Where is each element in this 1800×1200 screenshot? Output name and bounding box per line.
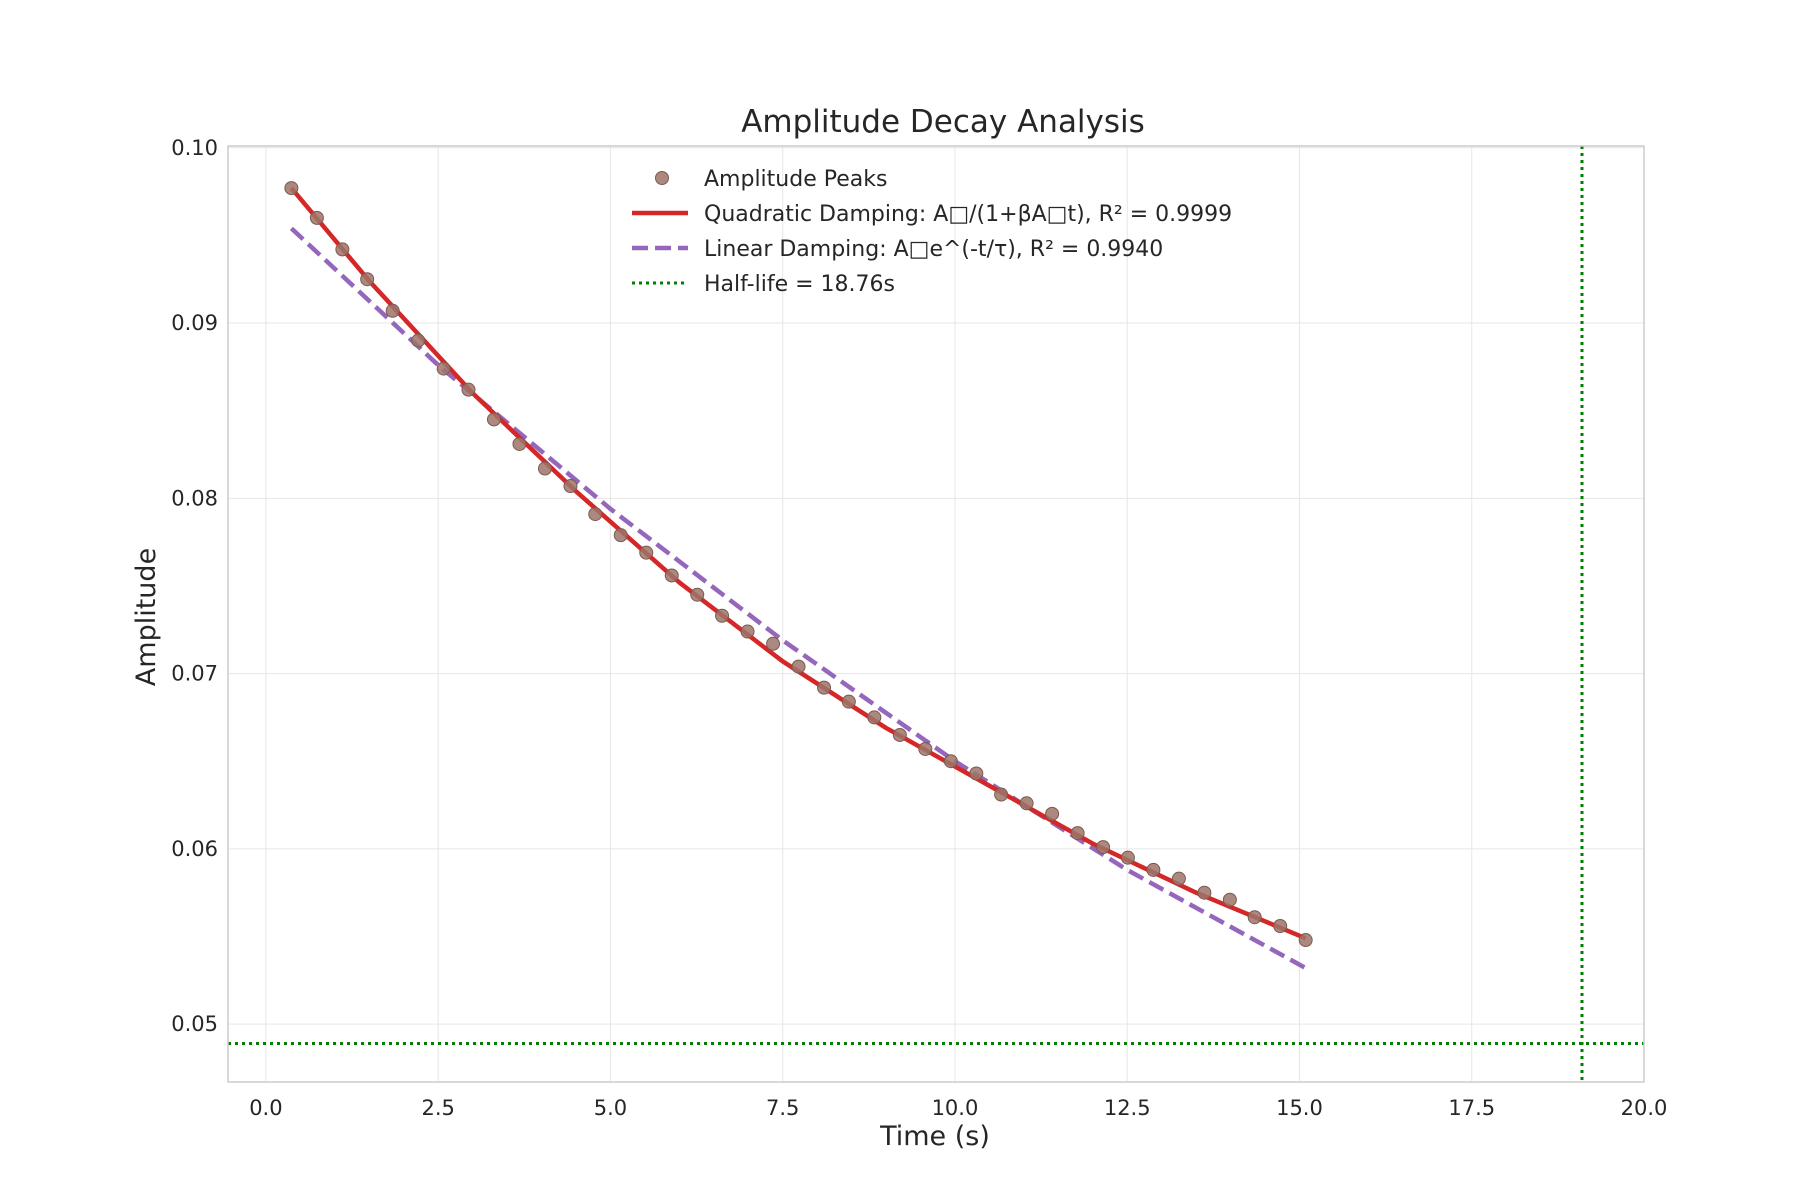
amplitude-peak-point	[841, 694, 856, 709]
amplitude-peak-point	[892, 727, 907, 742]
y-axis-label: Amplitude	[131, 548, 162, 686]
x-tick-label: 12.5	[1104, 1096, 1151, 1120]
legend-entry: Linear Damping: A□e^(-t/τ), R² = 0.9940	[632, 237, 1163, 262]
y-tick-label: 0.08	[171, 486, 218, 510]
amplitude-peak-point	[563, 479, 578, 494]
amplitude-peak-point	[512, 436, 527, 451]
amplitude-peak-point	[766, 636, 781, 651]
amplitude-peak-point	[284, 181, 299, 196]
amplitude-peak-point	[1070, 826, 1085, 841]
amplitude-peak-point	[867, 710, 882, 725]
amplitude-peak-point	[436, 361, 451, 376]
x-tick-label: 5.0	[594, 1096, 627, 1120]
plot-area	[228, 146, 1644, 1082]
legend-entry: Amplitude Peaks	[655, 167, 887, 192]
x-tick-label: 17.5	[1448, 1096, 1495, 1120]
legend: Amplitude Peaks Quadratic Damping: A□/(1+…	[632, 167, 1232, 297]
x-tick-label: 20.0	[1621, 1096, 1668, 1120]
grid-lines	[228, 146, 1645, 1082]
legend-entry: Half-life = 18.76s	[632, 272, 895, 297]
legend-marker-peaks	[655, 171, 669, 185]
amplitude-peak-point	[994, 787, 1009, 802]
amplitude-peak-point	[664, 568, 679, 583]
amplitude-peak-point	[740, 624, 755, 639]
amplitude-peak-point	[639, 545, 654, 560]
amplitude-peak-point	[309, 210, 324, 225]
amplitude-peak-point	[1273, 919, 1288, 933]
amplitude-peak-point	[1045, 806, 1060, 821]
amplitude-peak-point	[1096, 840, 1111, 855]
x-axis-label: Time (s)	[879, 1121, 990, 1152]
amplitude-peak-point	[969, 766, 984, 781]
y-axis-ticks: 0.05 0.06 0.07 0.08 0.09 0.10	[171, 136, 218, 1036]
x-tick-label: 7.5	[766, 1096, 799, 1120]
chart-title: Amplitude Decay Analysis	[741, 104, 1145, 140]
legend-label: Quadratic Damping: A□/(1+βA□t), R² = 0.9…	[704, 202, 1232, 227]
amplitude-peak-point	[360, 272, 375, 287]
x-tick-label: 0.0	[249, 1096, 282, 1120]
amplitude-peak-point	[613, 528, 628, 543]
amplitude-peak-point	[1197, 885, 1212, 900]
amplitude-peak-point	[335, 242, 350, 257]
amplitude-peak-point	[715, 608, 730, 623]
amplitude-peak-point	[1019, 796, 1034, 811]
y-tick-label: 0.10	[171, 136, 218, 160]
amplitude-peak-point	[690, 587, 705, 602]
y-tick-label: 0.07	[171, 662, 218, 686]
x-tick-label: 2.5	[421, 1096, 454, 1120]
amplitude-peak-point	[1146, 862, 1161, 877]
amplitude-peak-point	[537, 461, 552, 476]
y-tick-label: 0.06	[171, 837, 218, 861]
x-tick-label: 15.0	[1276, 1096, 1323, 1120]
amplitude-peak-point	[1222, 892, 1237, 907]
legend-label: Linear Damping: A□e^(-t/τ), R² = 0.9940	[704, 237, 1163, 262]
amplitude-peak-point	[1171, 871, 1186, 886]
y-tick-label: 0.05	[171, 1012, 218, 1036]
axes-frame	[227, 145, 1645, 1083]
legend-label: Amplitude Peaks	[704, 167, 887, 192]
amplitude-peak-point	[588, 507, 603, 522]
amplitude-peak-point	[486, 412, 501, 427]
amplitude-peak-point	[943, 754, 958, 769]
amplitude-peak-point	[918, 741, 933, 756]
amplitude-peak-point	[385, 303, 400, 318]
amplitude-peak-point	[1120, 850, 1135, 865]
legend-label: Half-life = 18.76s	[704, 272, 895, 297]
x-tick-label: 10.0	[932, 1096, 979, 1120]
legend-entry: Quadratic Damping: A□/(1+βA□t), R² = 0.9…	[632, 202, 1232, 227]
amplitude-peak-point	[1298, 933, 1313, 948]
amplitude-peak-point	[461, 382, 476, 397]
amplitude-peak-point	[817, 680, 832, 695]
amplitude-peak-point	[791, 659, 806, 674]
amplitude-peak-point	[1247, 910, 1262, 925]
y-tick-label: 0.09	[171, 311, 218, 335]
amplitude-peak-point	[411, 333, 426, 348]
x-axis-ticks: 0.0 2.5 5.0 7.5 10.0 12.5 15.0 17.5 20.0	[249, 1096, 1667, 1120]
